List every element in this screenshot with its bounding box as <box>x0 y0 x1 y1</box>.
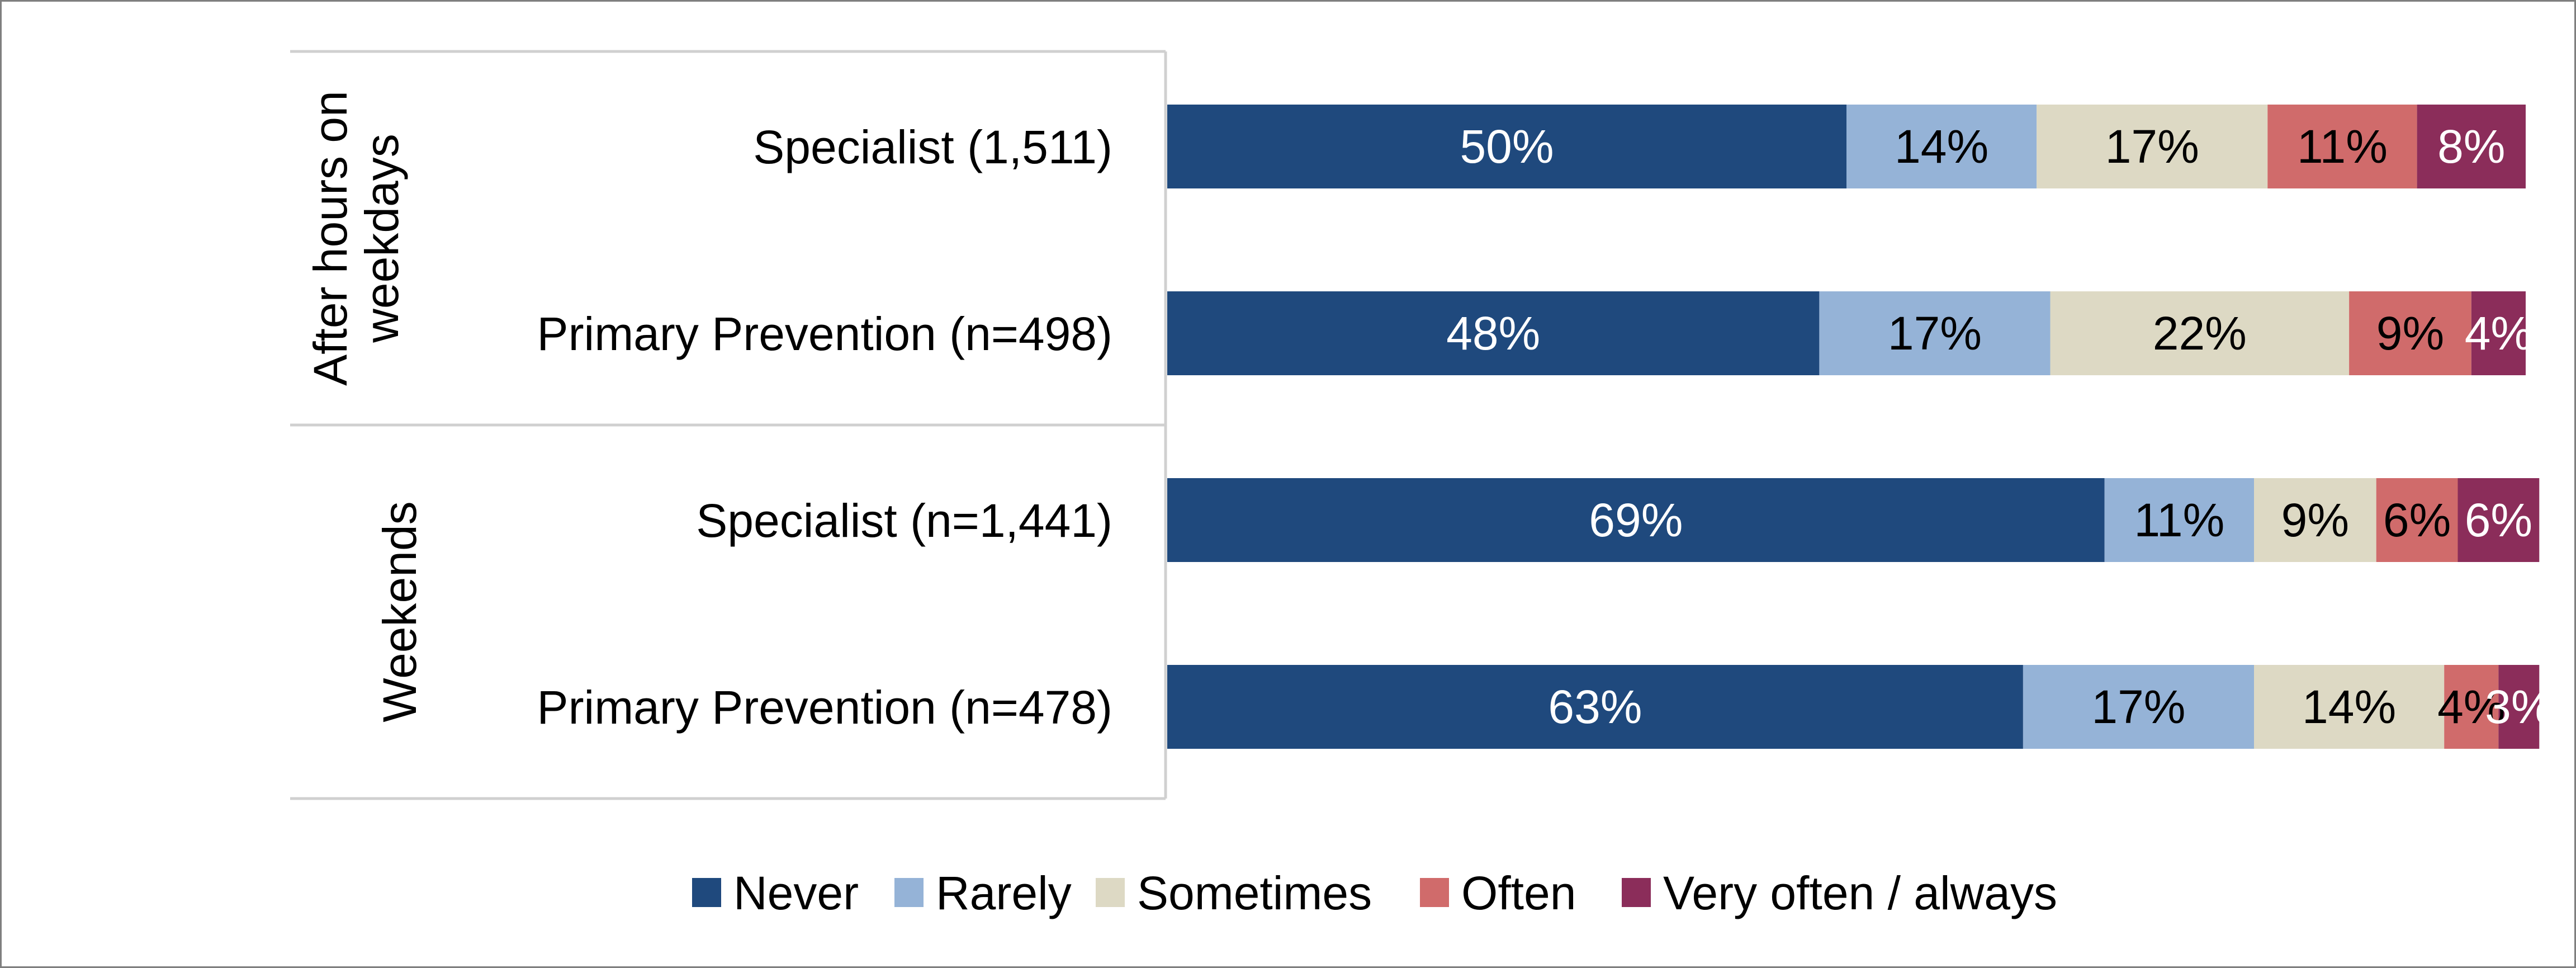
bar-segment <box>2457 478 2540 562</box>
data-label: 6% <box>2383 494 2451 546</box>
bar-segment <box>2376 478 2458 562</box>
legend-label: Rarely <box>936 867 1072 919</box>
legend-swatch <box>692 878 721 907</box>
data-label: 14% <box>2302 681 2396 733</box>
data-label: 11% <box>2297 120 2388 173</box>
bar-segment <box>2050 291 2350 375</box>
bar-segment <box>2498 665 2540 749</box>
data-label: 17% <box>2091 681 2185 733</box>
bar-segment <box>2254 665 2445 749</box>
data-label: 17% <box>2105 120 2199 173</box>
category-label: Primary Prevention (n=478) <box>537 681 1112 734</box>
data-label: 48% <box>1446 307 1540 360</box>
bar-segment <box>1167 105 1846 188</box>
data-label: 17% <box>1888 307 1982 360</box>
category-label: Primary Prevention (n=498) <box>537 308 1112 360</box>
legend-swatch <box>1622 878 1651 907</box>
data-label: 9% <box>2281 494 2349 546</box>
data-label: 4% <box>2465 307 2532 360</box>
bars <box>1167 105 2540 749</box>
data-label: 50% <box>1460 120 1554 173</box>
bar-segment <box>2023 665 2254 749</box>
data-label: 14% <box>1895 120 1988 173</box>
bar-segment <box>1846 105 2037 188</box>
data-label: 11% <box>2134 494 2224 546</box>
group-label: After hours onweekdays <box>304 91 408 386</box>
data-label: 8% <box>2437 120 2505 173</box>
data-label: 3% <box>2485 681 2553 733</box>
data-label: 9% <box>2376 307 2444 360</box>
legend-label: Sometimes <box>1137 867 1372 919</box>
data-label: 4% <box>2437 681 2505 733</box>
legend: Never Rarely Sometimes Often Very often / al… <box>692 867 2057 919</box>
data-label: 6% <box>2465 494 2532 546</box>
legend-label: Very often / always <box>1663 867 2057 919</box>
legend-swatch <box>894 878 924 907</box>
group-label: Weekends <box>373 501 426 722</box>
group-labels: After hours onweekdays Weekends <box>304 91 426 722</box>
bar-segment <box>2037 105 2268 188</box>
category-axis-frame <box>290 50 1167 800</box>
bar-segment <box>1167 665 2023 749</box>
data-label: 63% <box>1548 681 1642 733</box>
data-label: 69% <box>1589 494 1683 546</box>
bar-segment <box>2444 665 2499 749</box>
bar-segment <box>1167 291 1820 375</box>
bar-segment <box>2471 291 2526 375</box>
category-label: Specialist (1,511) <box>753 121 1112 173</box>
legend-swatch <box>1096 878 1125 907</box>
category-labels: Specialist (1,511) Primary Prevention (n=… <box>537 121 1112 734</box>
bar-segment <box>1819 291 2051 375</box>
bar-segment <box>2254 478 2376 562</box>
value-labels: 50% 14% 17% 11% 8% 48% 17% 22% 9% 4% 69% 11% 9% 6% 6% 6… <box>1446 120 2553 733</box>
bar-segment <box>1167 478 2105 562</box>
bar-segment <box>2267 105 2417 188</box>
bar-segment <box>2104 478 2254 562</box>
bar-segment <box>2349 291 2471 375</box>
legend-label: Never <box>733 867 859 919</box>
data-label: 22% <box>2153 307 2247 360</box>
bar-segment <box>2417 105 2526 188</box>
legend-label: Often <box>1461 867 1576 919</box>
legend-swatch <box>1420 878 1449 907</box>
category-label: Specialist (n=1,441) <box>696 494 1112 547</box>
